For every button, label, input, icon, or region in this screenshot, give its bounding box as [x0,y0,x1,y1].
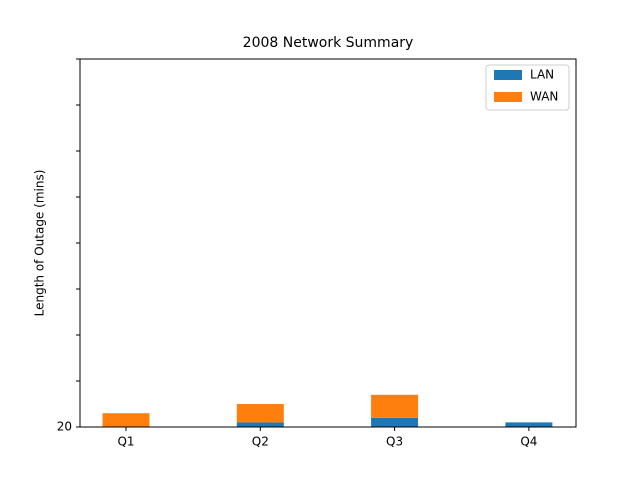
legend-label: WAN [530,90,558,104]
legend-label: LAN [530,68,554,82]
bar [236,422,284,427]
y-tick-label: 20 [57,420,72,434]
legend-swatch [494,92,522,102]
bar [371,417,419,427]
x-tick-label: Q1 [117,435,134,449]
bar [236,404,284,423]
bar [505,422,553,427]
x-tick-label: Q3 [386,435,403,449]
legend-swatch [494,70,522,80]
plot-area [102,394,553,427]
x-tick-label: Q2 [252,435,269,449]
y-axis-label: Length of Outage (mins) [33,170,47,317]
bar [102,413,150,427]
bar [371,394,419,418]
x-tick-label: Q4 [520,435,537,449]
chart-title: 2008 Network Summary [243,35,414,51]
